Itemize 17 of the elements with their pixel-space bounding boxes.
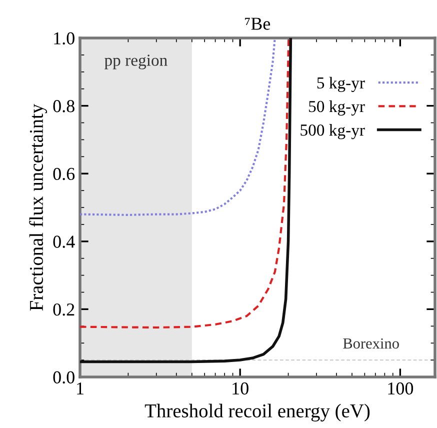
y-tick-label: 0.4: [53, 236, 75, 248]
legend-label: 50 kg-yr: [309, 100, 365, 116]
legend-label: 5 kg-yr: [317, 76, 365, 92]
x-tick-label: 1: [77, 382, 84, 394]
y-tick-label: 0.8: [53, 100, 74, 112]
x-axis-title: Threshold recoil energy (eV): [144, 404, 370, 422]
y-tick-label: 0.0: [53, 371, 74, 384]
x-tick-label: 100: [388, 382, 414, 395]
ref-line-label: Borexino: [343, 338, 399, 349]
y-axis-title: Fractional flux uncertainty: [29, 104, 48, 311]
band-label: pp region: [104, 54, 168, 70]
y-tick-label: 0.6: [53, 168, 75, 180]
legend-label: 500 kg-yr: [300, 124, 365, 140]
x-tick-label: 10: [232, 382, 248, 395]
chart-title: ⁷Be: [245, 18, 270, 30]
y-tick-label: 0.2: [53, 303, 74, 316]
y-tick-label: 1.0: [54, 32, 74, 45]
